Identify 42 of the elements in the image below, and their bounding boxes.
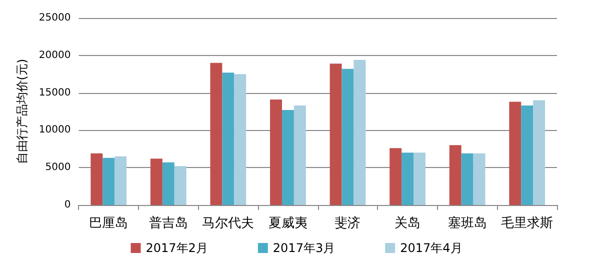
x-tick-label: 关岛 [394,216,421,231]
bar [533,100,546,205]
bar [294,106,306,205]
y-tick-label: 0 [64,200,71,210]
x-tick-label: 夏威夷 [268,216,308,231]
bar [150,158,162,205]
bar [234,74,246,205]
bar [210,62,222,205]
bar [282,110,294,205]
bar [342,68,354,205]
x-tick-label: 塞班岛 [448,215,487,231]
bar [509,102,522,205]
bar [354,60,366,205]
y-tick-label: 20000 [38,50,71,61]
bar [390,148,402,205]
y-tick-label: 25000 [38,12,71,24]
legend-label: 2017年4月 [400,241,462,255]
y-tick-label: 10000 [38,124,71,136]
bar [162,162,174,205]
bar [174,166,186,205]
x-tick-label: 马尔代夫 [202,216,254,231]
bar [330,64,342,205]
x-tick-label: 巴厘岛 [89,216,128,231]
bar [521,106,534,205]
bar [449,145,462,205]
x-tick-label: 普吉岛 [148,215,188,231]
bar [270,100,282,205]
y-tick-label: 15000 [38,87,71,98]
bar [222,72,234,205]
bar [414,152,426,205]
legend-label: 2017年3月 [272,241,336,255]
bar [102,158,115,205]
y-axis-title: 自由行产品均价(元) [15,58,29,164]
bar [461,153,474,205]
bar [90,153,103,205]
x-tick-label: 斐济 [334,216,361,231]
legend-label: 2017年2月 [146,241,208,255]
x-tick-label: 毛里求斯 [501,216,554,231]
y-tick-label: 5000 [45,162,71,174]
bar [114,156,127,205]
bar [473,153,486,205]
bar [402,152,414,205]
